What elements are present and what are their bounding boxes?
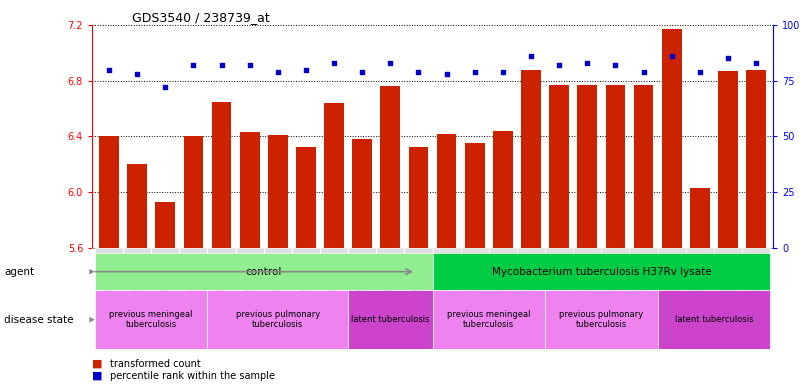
Bar (211, 101, 231, 384)
Bar (437, 134, 457, 384)
Bar (127, 164, 147, 384)
Point (525, 53, 537, 59)
Point (722, 55, 735, 61)
Bar (296, 147, 316, 384)
Bar (352, 139, 372, 384)
Bar (606, 85, 626, 384)
Bar (123, 248, 151, 286)
Point (187, 62, 199, 68)
Bar (747, 70, 766, 384)
Bar (348, 290, 433, 349)
Bar (714, 248, 742, 286)
Bar (95, 253, 433, 290)
Bar (662, 29, 682, 384)
Bar (549, 85, 569, 384)
Bar (517, 248, 545, 286)
Point (553, 62, 566, 68)
Bar (634, 85, 654, 384)
Bar (95, 290, 207, 349)
Bar (574, 248, 602, 286)
Bar (376, 248, 405, 286)
Point (694, 69, 706, 75)
Bar (235, 248, 264, 286)
Bar (207, 248, 235, 286)
Bar (493, 131, 513, 384)
Point (497, 69, 509, 75)
Bar (433, 253, 770, 290)
Text: percentile rank within the sample: percentile rank within the sample (110, 371, 275, 381)
Point (300, 66, 312, 73)
Bar (578, 85, 597, 384)
Bar (179, 248, 207, 286)
Point (103, 66, 115, 73)
Bar (545, 248, 574, 286)
Bar (409, 147, 429, 384)
Bar (405, 248, 433, 286)
Bar (99, 136, 119, 384)
Point (328, 60, 340, 66)
Bar (320, 248, 348, 286)
Bar (207, 290, 348, 349)
Text: latent tuberculosis: latent tuberculosis (674, 315, 753, 324)
Bar (465, 143, 485, 384)
Bar (686, 248, 714, 286)
Bar (380, 86, 400, 384)
Bar (658, 248, 686, 286)
Bar (690, 188, 710, 384)
Bar (718, 71, 738, 384)
Bar (151, 248, 179, 286)
Point (272, 69, 284, 75)
Bar (292, 248, 320, 286)
Bar (545, 290, 658, 349)
Point (581, 60, 594, 66)
Bar (239, 132, 260, 384)
Bar (521, 70, 541, 384)
Bar (268, 135, 288, 384)
Text: ■: ■ (92, 371, 103, 381)
Bar (433, 248, 461, 286)
Point (384, 60, 396, 66)
Bar (155, 202, 175, 384)
Text: disease state: disease state (4, 314, 74, 325)
Bar (264, 248, 292, 286)
Bar (461, 248, 489, 286)
Text: control: control (246, 266, 282, 277)
Bar (630, 248, 658, 286)
Text: GDS3540 / 238739_at: GDS3540 / 238739_at (132, 12, 270, 25)
Text: Mycobacterium tuberculosis H37Rv lysate: Mycobacterium tuberculosis H37Rv lysate (492, 266, 711, 277)
Point (244, 62, 256, 68)
Text: agent: agent (4, 266, 34, 277)
Bar (602, 248, 630, 286)
Bar (95, 248, 123, 286)
Bar (348, 248, 376, 286)
Point (637, 69, 650, 75)
Bar (324, 103, 344, 384)
Point (159, 84, 171, 90)
Text: previous meningeal
tuberculosis: previous meningeal tuberculosis (447, 310, 530, 329)
Bar (489, 248, 517, 286)
Text: previous pulmonary
tuberculosis: previous pulmonary tuberculosis (559, 310, 643, 329)
Point (750, 60, 763, 66)
Bar (658, 290, 770, 349)
Text: latent tuberculosis: latent tuberculosis (351, 315, 429, 324)
Point (215, 62, 228, 68)
Point (666, 53, 678, 59)
Point (469, 69, 481, 75)
Text: previous meningeal
tuberculosis: previous meningeal tuberculosis (110, 310, 193, 329)
Text: transformed count: transformed count (110, 359, 200, 369)
Text: previous pulmonary
tuberculosis: previous pulmonary tuberculosis (235, 310, 320, 329)
Point (441, 71, 453, 77)
Point (356, 69, 368, 75)
Bar (183, 136, 203, 384)
Point (412, 69, 425, 75)
Bar (433, 290, 545, 349)
Point (131, 71, 143, 77)
Bar (742, 248, 770, 286)
Point (609, 62, 622, 68)
Text: ■: ■ (92, 359, 103, 369)
